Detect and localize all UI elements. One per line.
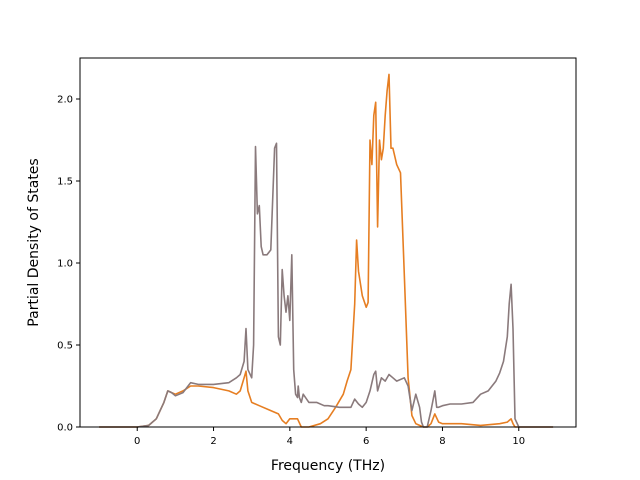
x-tick-label: 8 xyxy=(439,436,445,447)
y-tick-label: 1.0 xyxy=(57,259,73,270)
y-tick-label: 2.0 xyxy=(57,95,73,106)
y-axis-ticks: 0.0 0.5 1.0 1.5 2.0 xyxy=(57,95,80,434)
x-axis-ticks: 0 2 4 6 8 10 xyxy=(134,427,525,447)
y-tick-label: 1.5 xyxy=(57,177,73,188)
y-tick-label: 0.5 xyxy=(57,341,73,352)
x-tick-label: 10 xyxy=(512,436,525,447)
series-line-2 xyxy=(99,142,554,428)
x-tick-label: 4 xyxy=(287,436,293,447)
y-axis-label: Partial Density of States xyxy=(26,158,42,326)
plot-lines xyxy=(99,73,554,428)
x-tick-label: 0 xyxy=(134,436,140,447)
x-axis-label: Frequency (THz) xyxy=(271,458,385,474)
plot-frame xyxy=(79,57,577,428)
y-tick-label: 0.0 xyxy=(57,423,73,434)
x-tick-label: 2 xyxy=(210,436,216,447)
x-tick-label: 6 xyxy=(363,436,369,447)
series-line-1 xyxy=(99,73,554,428)
